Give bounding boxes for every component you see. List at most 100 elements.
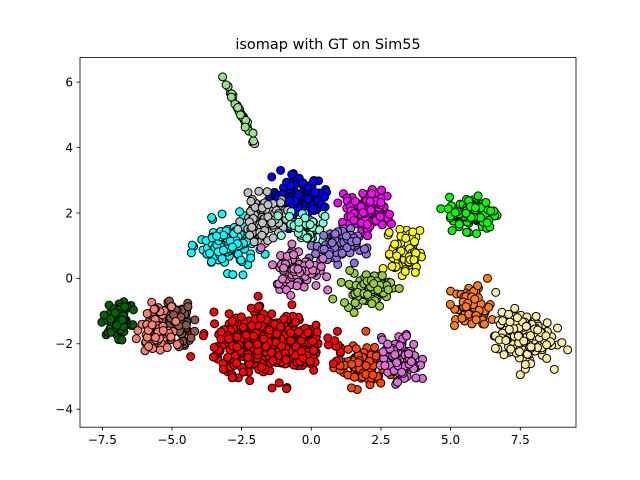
data-point — [233, 224, 243, 234]
data-point — [294, 327, 304, 337]
data-point — [262, 187, 272, 197]
data-point — [473, 191, 483, 201]
data-point — [190, 315, 200, 325]
data-point — [512, 313, 522, 323]
data-point — [224, 334, 234, 344]
data-point — [504, 325, 514, 335]
data-point — [238, 367, 248, 377]
data-point — [254, 186, 264, 196]
data-point — [473, 281, 483, 291]
cluster-14 — [375, 329, 428, 389]
data-point — [365, 196, 375, 206]
data-point — [471, 315, 481, 325]
data-point — [350, 196, 360, 206]
data-point — [454, 219, 464, 229]
cluster-6 — [304, 224, 372, 269]
data-point — [235, 217, 245, 227]
data-point — [323, 285, 333, 295]
data-point — [217, 209, 227, 219]
data-point — [395, 341, 405, 351]
data-point — [526, 342, 536, 352]
cluster-7 — [378, 224, 426, 281]
data-point — [284, 211, 294, 221]
data-point — [447, 226, 457, 236]
data-point — [531, 311, 541, 321]
data-point — [549, 364, 559, 374]
data-point — [246, 196, 256, 206]
data-point — [336, 277, 346, 287]
data-point — [332, 326, 342, 336]
data-point — [268, 260, 278, 270]
data-point — [232, 332, 242, 342]
data-point — [533, 325, 543, 335]
data-point — [254, 302, 264, 312]
data-point — [310, 188, 320, 198]
cluster-18 — [97, 297, 138, 345]
data-point — [166, 332, 176, 342]
data-point — [267, 309, 277, 319]
data-point — [470, 203, 480, 213]
data-point — [276, 165, 286, 175]
data-point — [142, 309, 152, 319]
data-point — [346, 383, 356, 393]
data-point — [347, 359, 357, 369]
data-point — [198, 331, 208, 341]
data-point — [311, 280, 321, 290]
data-point — [232, 342, 242, 352]
data-point — [236, 255, 246, 265]
data-point — [238, 322, 248, 332]
data-point — [390, 239, 400, 249]
data-point — [304, 259, 314, 269]
cluster-11 — [445, 273, 497, 331]
data-point — [361, 326, 371, 336]
data-point — [392, 377, 402, 387]
data-point — [235, 207, 245, 217]
data-point — [386, 219, 396, 229]
data-point — [285, 196, 295, 206]
data-point — [273, 211, 283, 221]
data-point — [240, 122, 250, 132]
y-tick-label: 6 — [65, 75, 73, 89]
data-point — [246, 253, 256, 263]
data-point — [359, 244, 369, 254]
data-point — [408, 227, 418, 237]
data-point — [542, 353, 552, 363]
data-point — [287, 300, 297, 310]
data-point — [257, 230, 267, 240]
data-point — [308, 336, 318, 346]
y-tick-label: 4 — [65, 141, 73, 155]
data-point — [228, 270, 238, 280]
data-point — [303, 328, 313, 338]
data-point — [506, 344, 516, 354]
data-point — [316, 262, 326, 272]
data-point — [245, 230, 255, 240]
data-point — [345, 266, 355, 276]
data-point — [333, 198, 343, 208]
data-point — [235, 110, 245, 120]
data-point — [319, 230, 329, 240]
y-axis: −4 −2 0 2 4 6 — [55, 75, 80, 417]
data-point — [259, 334, 269, 344]
data-point — [411, 373, 421, 383]
data-point — [491, 287, 501, 297]
data-point — [339, 298, 349, 308]
data-point — [267, 172, 277, 182]
cluster-8 — [436, 191, 502, 239]
cluster-15 — [183, 291, 346, 394]
data-point — [162, 343, 172, 353]
data-point — [149, 304, 159, 314]
data-point — [257, 362, 267, 372]
data-point — [232, 358, 242, 368]
data-point — [106, 314, 116, 324]
data-point — [150, 333, 160, 343]
data-point — [470, 294, 480, 304]
data-point — [376, 197, 386, 207]
x-tick-label: −2.5 — [227, 433, 256, 447]
data-point — [336, 347, 345, 357]
data-point — [131, 334, 141, 344]
data-point — [498, 316, 508, 326]
data-point — [209, 342, 219, 352]
data-point — [481, 198, 491, 208]
x-tick-label: 2.5 — [371, 433, 390, 447]
data-point — [461, 302, 471, 312]
